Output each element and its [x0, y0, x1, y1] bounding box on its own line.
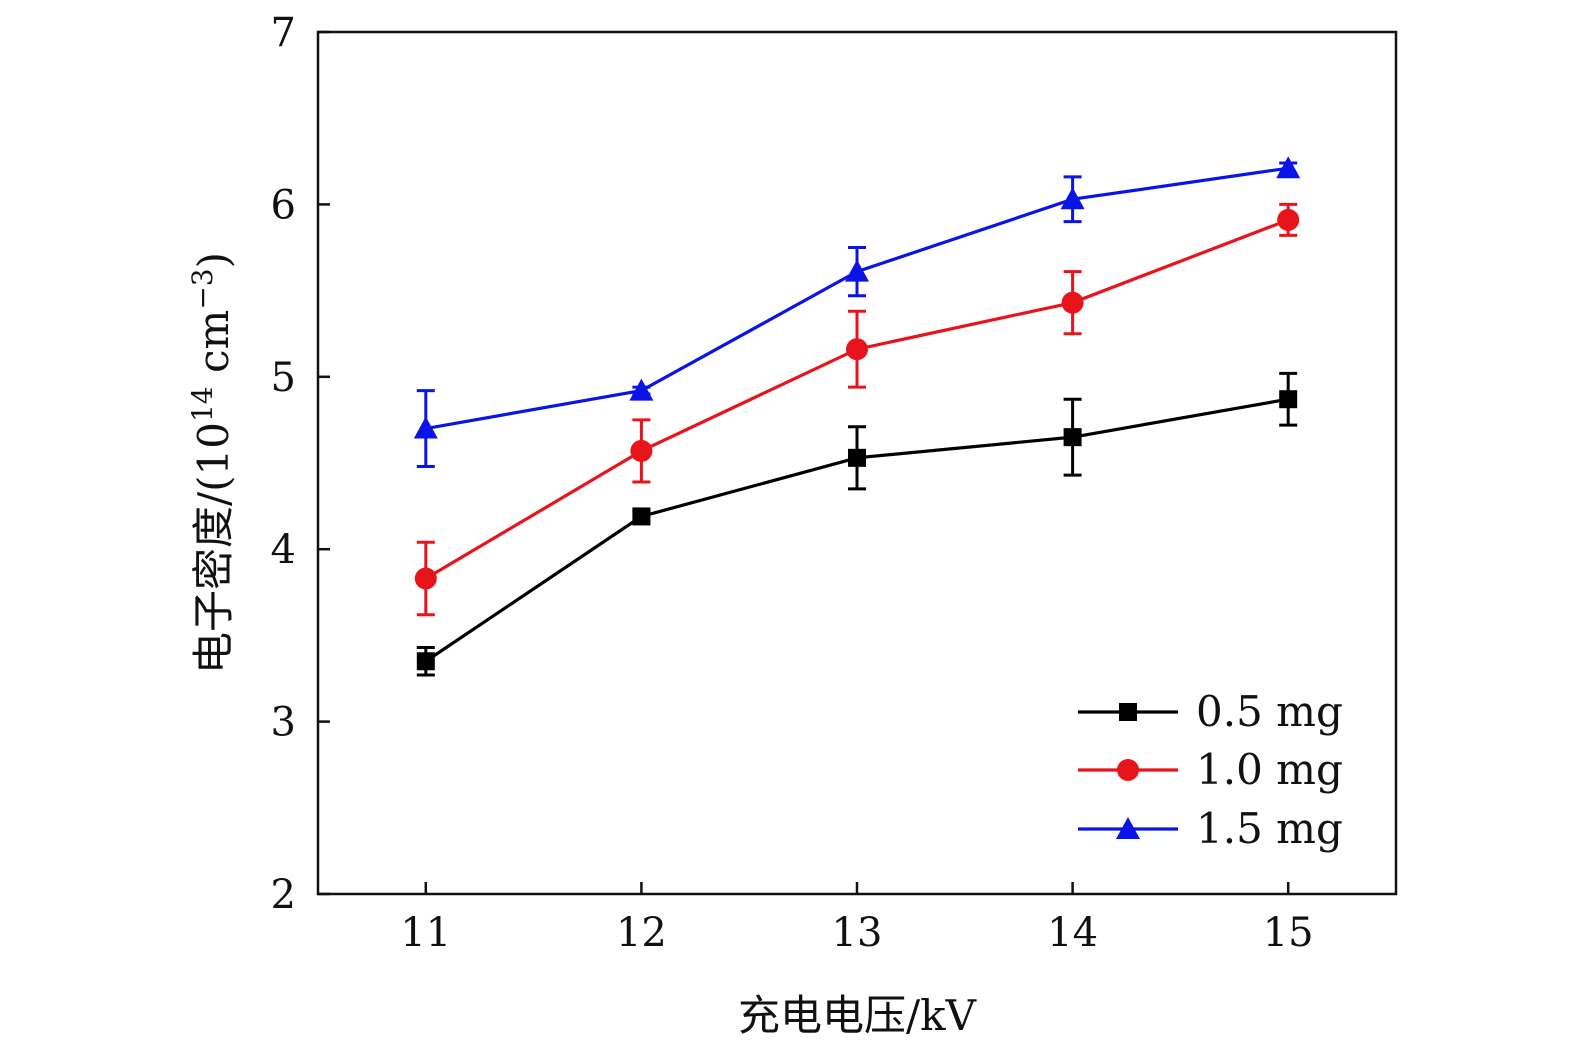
- data-point: [414, 567, 437, 590]
- data-point: [846, 338, 868, 361]
- series-1-0-mg: [414, 202, 1300, 617]
- y-tick-label: 6: [271, 182, 296, 228]
- legend-marker: [1117, 759, 1139, 781]
- data-point: [416, 652, 435, 671]
- data-point: [1061, 291, 1084, 314]
- legend-label: 1.0 mg: [1196, 745, 1343, 794]
- data-point: [629, 378, 654, 401]
- data-point: [1276, 156, 1301, 179]
- legend-marker: [1116, 817, 1140, 839]
- legend-marker: [1119, 703, 1137, 721]
- x-tick-label: 15: [1263, 910, 1314, 956]
- y-tick-label: 4: [271, 527, 296, 573]
- series-0-5-mg: [416, 371, 1298, 677]
- y-tick-label: 7: [271, 10, 296, 56]
- data-point: [630, 439, 653, 462]
- y-tick-label: 5: [271, 355, 296, 401]
- legend-item: 0.5 mg: [1078, 687, 1343, 736]
- y-axis-title-exp1: 14: [186, 386, 219, 422]
- data-point: [848, 448, 866, 467]
- data-point: [413, 416, 438, 439]
- series-line: [425, 166, 1289, 431]
- y-axis-title-exp2: −3: [186, 268, 219, 309]
- legend-item: 1.0 mg: [1078, 745, 1343, 794]
- x-axis-title: 充电电压/kV: [738, 991, 977, 1040]
- y-axis-title-prefix: 电子密度/(10: [189, 422, 238, 674]
- data-point: [1279, 390, 1298, 409]
- x-tick-label: 14: [1047, 910, 1098, 956]
- data-point: [1063, 428, 1082, 447]
- legend: 0.5 mg 1.0 mg 1.5 mg: [1078, 687, 1343, 853]
- y-axis-title-suffix: ): [189, 252, 238, 268]
- legend-label: 1.5 mg: [1196, 804, 1343, 853]
- x-tick-label: 12: [616, 910, 667, 956]
- y-tick-label: 3: [271, 700, 296, 746]
- y-tick-label: 2: [271, 872, 296, 918]
- y-axis-title-unit: cm: [189, 310, 238, 387]
- data-point: [1277, 208, 1300, 231]
- data-point: [632, 507, 651, 526]
- series-1-5-mg: [413, 156, 1301, 468]
- plot-marks: [413, 156, 1301, 677]
- y-axis-title: 电子密度/(1014 cm−3): [186, 252, 238, 674]
- axis-ticks: 2 3 4 5 6 7 11 12 13 14 15: [271, 10, 1314, 956]
- data-point: [1060, 187, 1085, 210]
- legend-label: 0.5 mg: [1196, 687, 1343, 736]
- legend-item: 1.5 mg: [1078, 804, 1343, 853]
- x-tick-label: 13: [832, 910, 883, 956]
- x-tick-label: 11: [400, 910, 451, 956]
- data-point: [845, 259, 869, 282]
